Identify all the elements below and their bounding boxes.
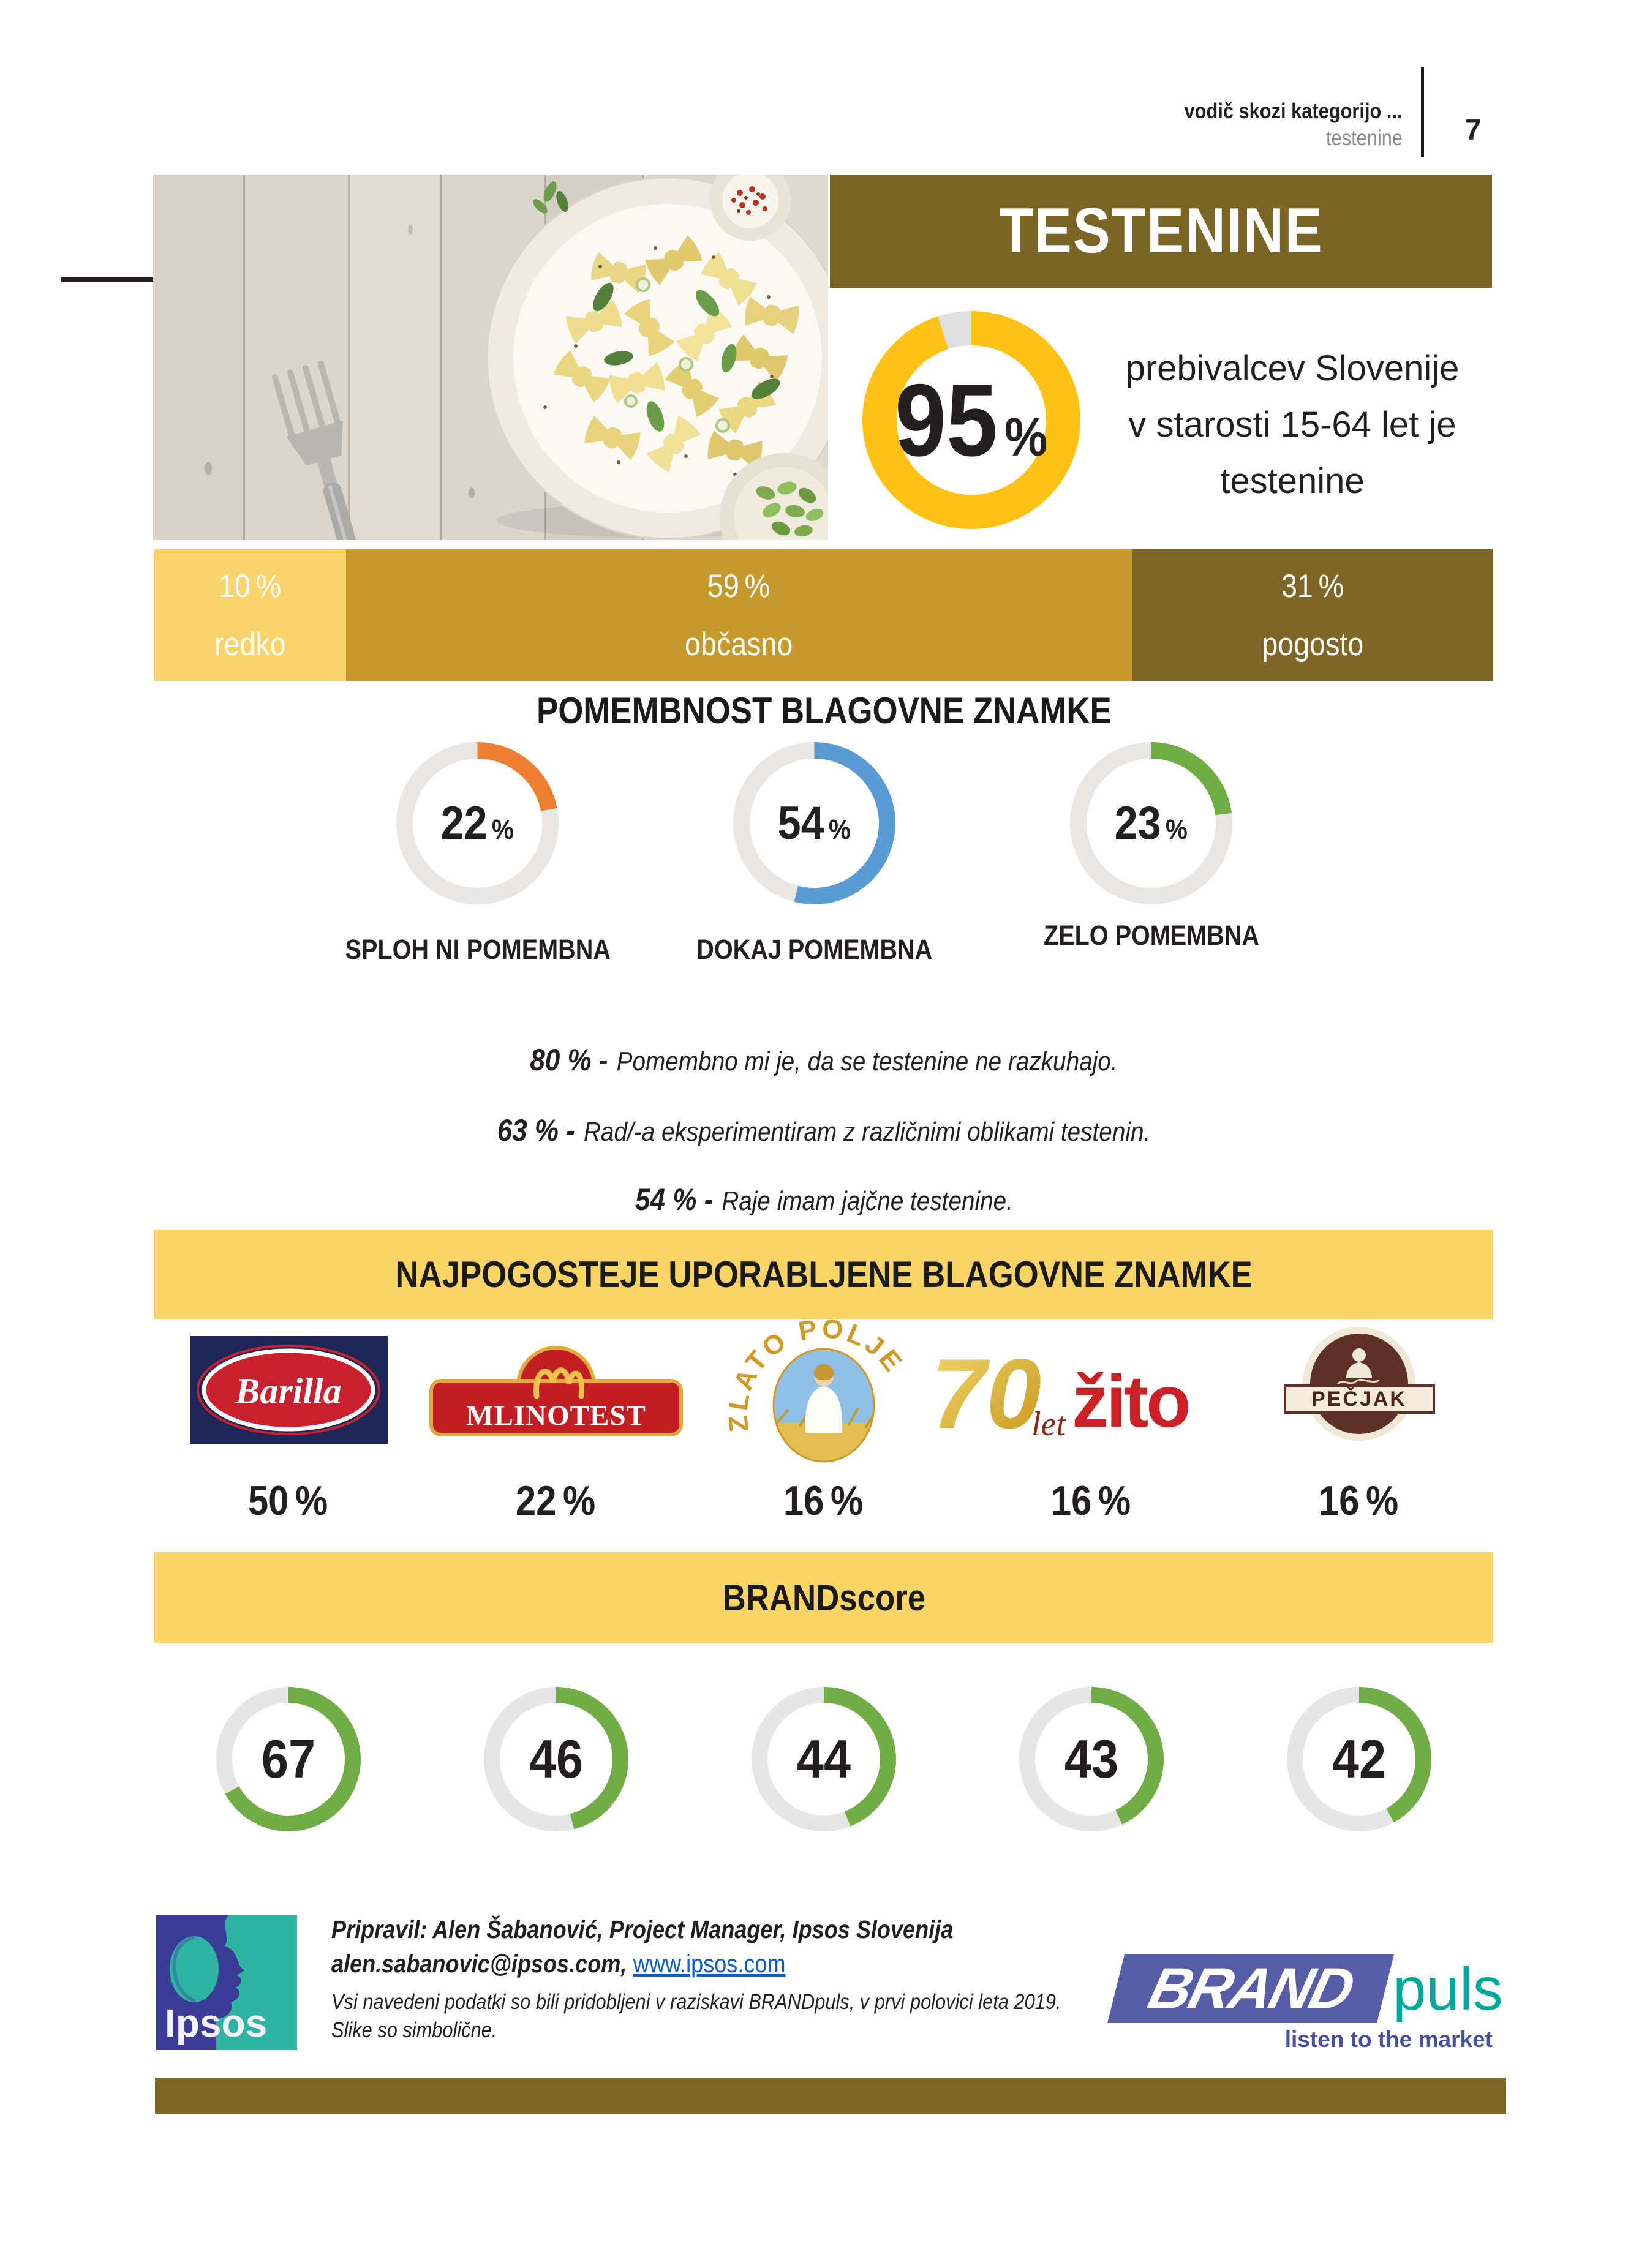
brand-share-zito: 16%: [1051, 1478, 1131, 1524]
segment-label: občasno: [685, 626, 793, 663]
zlato-polje-logo: ZLATO POLJE: [723, 1313, 906, 1463]
zito-logo: 70 let žito: [931, 1339, 1191, 1449]
bottom-bar: [155, 2078, 1506, 2114]
beans-bowl-illustration: [720, 453, 828, 540]
pepper-bowl-illustration: [710, 175, 791, 241]
pecjak-logo: PEČJAK: [1284, 1327, 1435, 1441]
title-banner: TESTENINE: [830, 175, 1492, 288]
svg-text:70: 70: [931, 1339, 1041, 1449]
footer-contact: alen.sabanovic@ipsos.com, www.ipsos.com: [331, 1950, 848, 1978]
statement-text: Raje imam jajčne testenine.: [721, 1186, 1013, 1216]
donut-hole: [413, 759, 542, 888]
page-title: TESTENINE: [998, 195, 1324, 266]
footer-website-link[interactable]: www.ipsos.com: [633, 1950, 786, 1978]
pasta-illustration: [543, 234, 801, 476]
segment-label: pogosto: [1261, 626, 1363, 663]
svg-text:MLINOTEST: MLINOTEST: [466, 1400, 646, 1432]
donut-hole: [500, 1703, 612, 1816]
importance-donut-3: 23%: [1070, 742, 1232, 904]
breadcrumb-category: testenine: [1325, 126, 1403, 150]
brand-share-zlato-polje: 16%: [783, 1478, 864, 1524]
header-divider: [1421, 67, 1424, 157]
brand-share-barilla: 50%: [248, 1478, 328, 1524]
fork-icon: [271, 361, 374, 540]
brandscore-gauge-barilla: 67: [216, 1687, 361, 1831]
footer-prepared-by: Pripravil: Alen Šabanović, Project Manag…: [331, 1915, 954, 1943]
importance-label-2: DOKAJ POMEMBNA: [696, 934, 933, 965]
svg-text:let: let: [1031, 1405, 1066, 1443]
svg-text:Ipsos: Ipsos: [165, 2001, 267, 2045]
statement-2: 63 % - Rad/-a eksperimentiram z različnim…: [154, 1113, 1493, 1148]
svg-text:PEČJAK: PEČJAK: [1311, 1387, 1407, 1411]
brandpuls-puls-text: puls: [1393, 1955, 1503, 2022]
section-heading-importance: POMEMBNOST BLAGOVNE ZNAMKE: [536, 690, 1112, 731]
frequency-bar-chart: 10% redko 59% občasno 31% pogosto: [154, 549, 1493, 681]
share-donut-chart: 95 %: [862, 311, 1080, 529]
brandscore-banner: BRANDscore: [154, 1552, 1493, 1643]
brandscore-gauge-pecjak: 42: [1287, 1687, 1431, 1831]
barilla-logo: Barilla: [190, 1336, 388, 1444]
share-value: 95: [895, 362, 998, 478]
mlinotest-logo: MLINOTEST: [429, 1346, 683, 1436]
share-description: prebivalcev Slovenije v starosti 15-64 l…: [1084, 340, 1501, 509]
bar-segment-redko: 10% redko: [154, 549, 346, 681]
brand-share-mlinotest: 22%: [516, 1478, 596, 1524]
brandscore-gauge-zlato-polje: 44: [752, 1687, 896, 1831]
bar-segment-obcasno: 59% občasno: [345, 549, 1132, 681]
statement-percent: 54 % -: [635, 1182, 713, 1217]
donut-hole: [1087, 759, 1216, 888]
brandpuls-tagline: listen to the market: [1284, 2027, 1493, 2052]
footer-note-1: Vsi navedeni podatki so bili pridobljeni…: [331, 1990, 1061, 2014]
statement-1: 80 % - Pomembno mi je, da se testenine ne…: [154, 1042, 1493, 1078]
donut-hole: [232, 1703, 345, 1816]
segment-label: redko: [214, 626, 286, 663]
statement-text: Rad/-a eksperimentiram z različnimi obli…: [583, 1117, 1151, 1147]
donut-hole: [1035, 1703, 1148, 1816]
brandscore-gauge-zito: 43: [1019, 1687, 1164, 1831]
share-description-line1: prebivalcev Slovenije: [1125, 348, 1460, 388]
svg-text:Barilla: Barilla: [235, 1371, 341, 1411]
brandscore-gauge-mlinotest: 46: [484, 1687, 628, 1831]
share-description-line2: v starosti 15-64 let je: [1128, 405, 1456, 445]
donut-hole: [1303, 1703, 1415, 1816]
bar-segment-pogosto: 31% pogosto: [1131, 549, 1493, 681]
brandpuls-brand-text: BRAND: [1142, 1956, 1360, 2021]
accent-dash: [61, 277, 157, 282]
pasta-photo: [153, 175, 828, 540]
pasta-photo-illustration: [153, 175, 828, 540]
svg-text:žito: žito: [1072, 1361, 1189, 1443]
donut-hole: [767, 1703, 880, 1816]
statement-text: Pomembno mi je, da se testenine ne razku…: [616, 1046, 1118, 1076]
brandpuls-logo: BRAND puls listen to the market: [1107, 1954, 1503, 2052]
donut-hole: [897, 345, 1046, 495]
statement-3: 54 % - Raje imam jajčne testenine.: [154, 1182, 1493, 1217]
brand-share-pecjak: 16%: [1319, 1478, 1399, 1524]
share-unit: %: [1004, 407, 1048, 467]
importance-label-3: ZELO POMEMBNA: [1044, 920, 1259, 951]
breadcrumb-title: vodič skozi kategorijo ...: [1184, 99, 1403, 123]
footer-note-2: Slike so simbolične.: [331, 2018, 497, 2042]
herb-sprig-illustration: [533, 181, 568, 214]
brandpuls-box: BRAND: [1107, 1954, 1394, 2023]
statement-percent: 63 % -: [497, 1113, 575, 1147]
share-description-line3: testenine: [1220, 461, 1365, 501]
importance-donut-2: 54%: [733, 742, 895, 904]
ipsos-logo: Ipsos: [156, 1915, 297, 2050]
importance-donut-1: 22%: [396, 742, 559, 904]
importance-label-1: SPLOH NI POMEMBNA: [345, 934, 611, 965]
breadcrumb: vodič skozi kategorijo ... testenine: [1155, 98, 1403, 152]
page-number: 7: [1465, 113, 1482, 146]
footer-email: alen.sabanovic@ipsos.com,: [331, 1950, 627, 1978]
statement-percent: 80 % -: [530, 1043, 608, 1077]
brands-banner: NAJPOGOSTEJE UPORABLJENE BLAGOVNE ZNAMKE: [154, 1230, 1493, 1319]
donut-hole: [750, 759, 879, 888]
